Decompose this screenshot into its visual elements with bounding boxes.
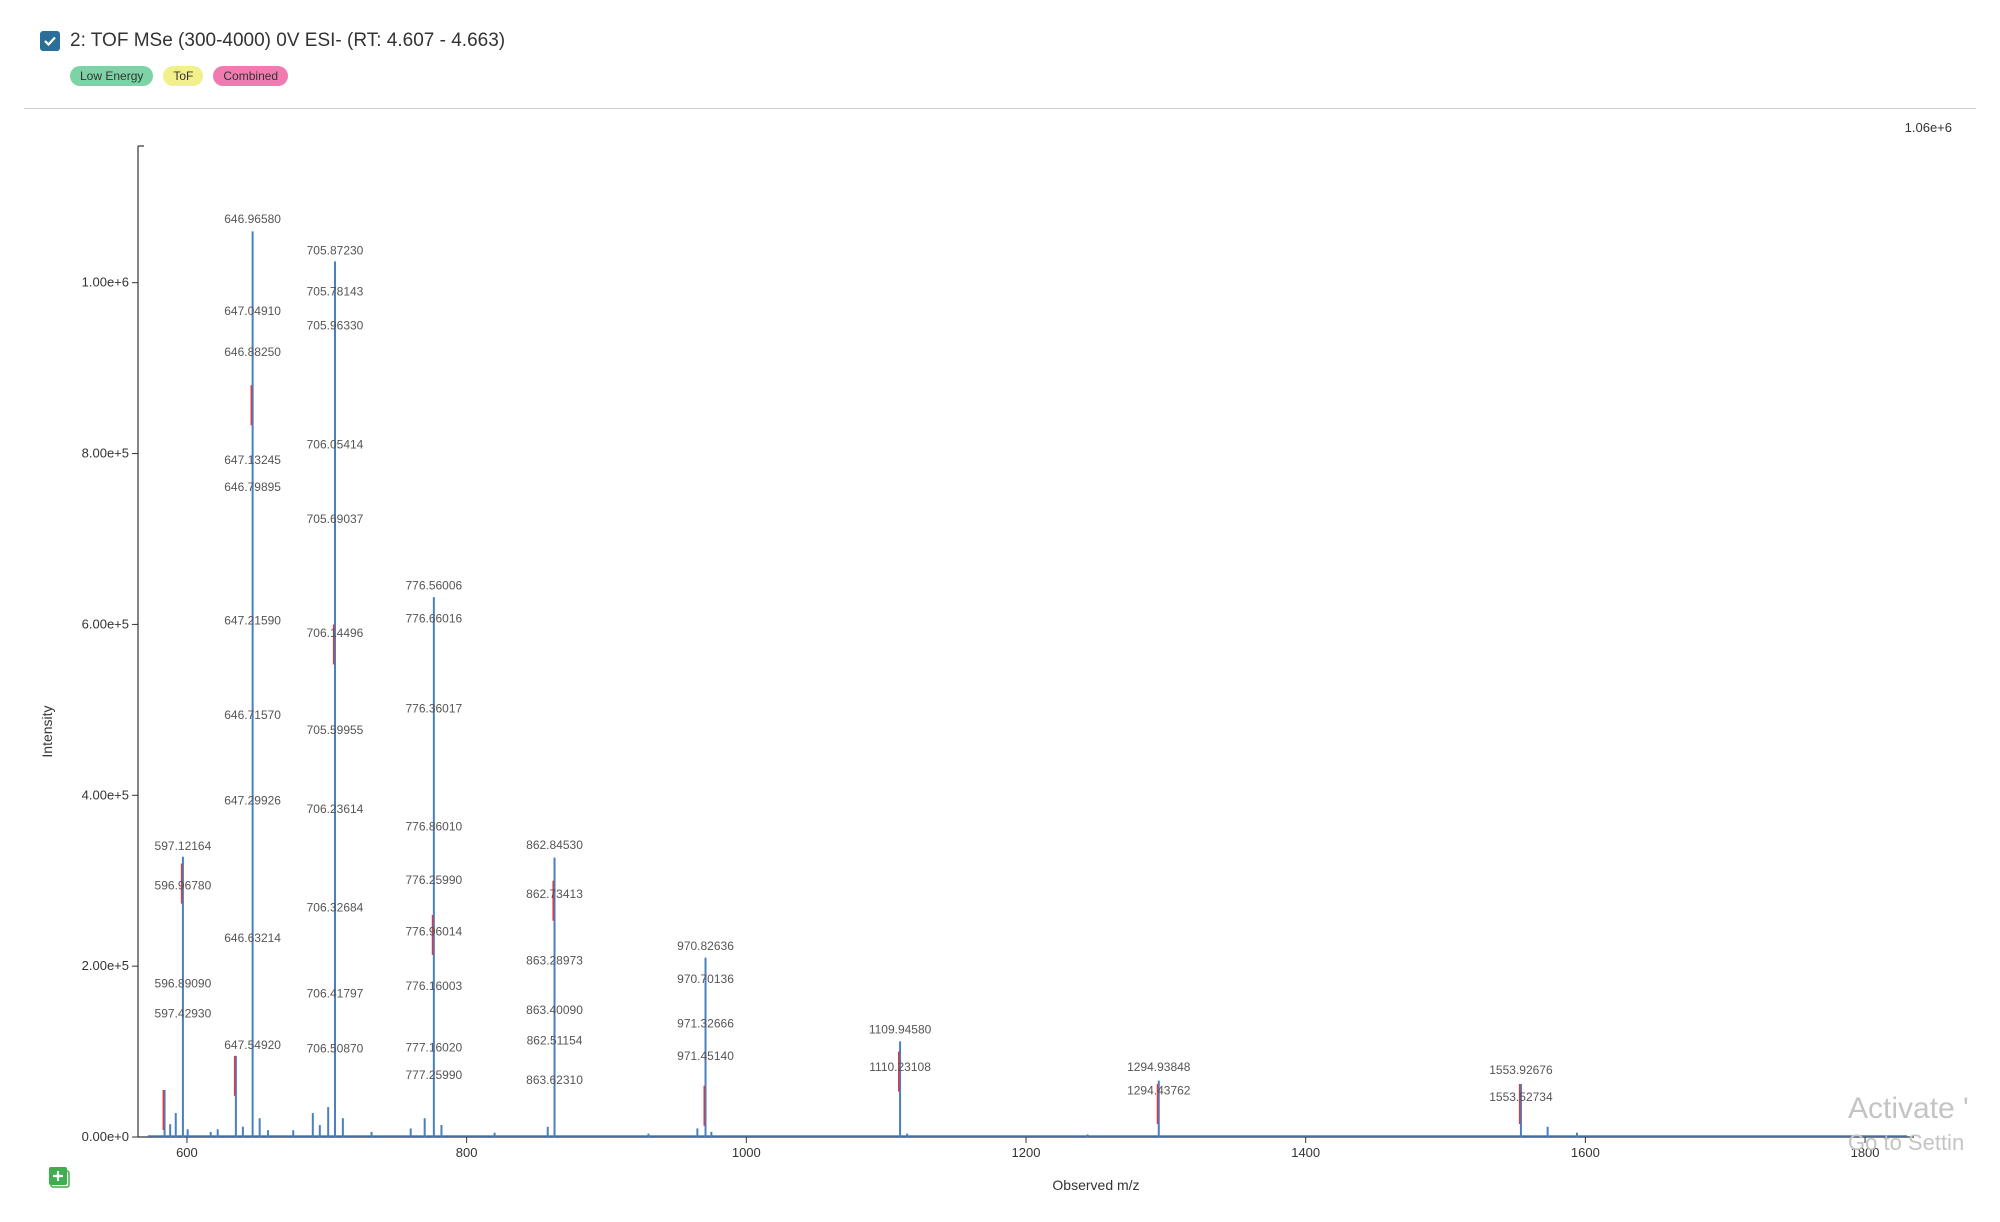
peak-annotation: 646.96580 <box>224 212 281 226</box>
peak-annotation: 863.28973 <box>526 953 583 967</box>
x-tick-label: 1200 <box>1012 1145 1041 1160</box>
peak-annotation: 776.25990 <box>405 873 462 887</box>
badge-low-energy[interactable]: Low Energy <box>70 66 154 86</box>
spectrum-title-row: 2: TOF MSe (300-4000) 0V ESI- (RT: 4.607… <box>40 30 505 52</box>
peak-annotation: 1110.23108 <box>869 1060 931 1074</box>
peak-annotation: 776.66016 <box>405 612 462 626</box>
peak-annotation: 646.63214 <box>224 931 281 945</box>
peak-annotation: 596.96780 <box>155 878 212 892</box>
peak-annotation: 646.71570 <box>224 708 281 722</box>
peak-annotation: 862.73413 <box>526 887 583 901</box>
badge-tof[interactable]: ToF <box>163 66 204 86</box>
peak-annotation: 596.89090 <box>155 976 212 990</box>
peak-annotation: 706.41797 <box>307 987 364 1001</box>
peak-annotation: 776.56006 <box>405 578 462 592</box>
y-tick-label: 8.00e+5 <box>82 446 129 461</box>
peak-annotation: 706.05414 <box>307 437 364 451</box>
peak-annotation: 705.59955 <box>307 723 364 737</box>
peak-annotation: 706.50870 <box>307 1041 364 1055</box>
peak-annotation: 863.62310 <box>526 1073 583 1087</box>
checkbox-checked-icon[interactable] <box>40 31 60 51</box>
x-axis-label: Observed m/z <box>1052 1177 1139 1193</box>
peak-annotation: 862.84530 <box>526 838 583 852</box>
x-tick-label: 1600 <box>1571 1145 1600 1160</box>
badge-combined[interactable]: Combined <box>213 66 289 86</box>
peak-annotation: 647.04910 <box>224 304 281 318</box>
filter-badges: Low Energy ToF Combined <box>70 66 505 86</box>
x-tick-label: 800 <box>456 1145 478 1160</box>
peak-annotation: 776.16003 <box>405 979 462 993</box>
peak-annotation: 777.16020 <box>405 1041 462 1055</box>
peak-annotation: 1294.93848 <box>1127 1060 1191 1074</box>
x-tick-label: 1800 <box>1851 1145 1880 1160</box>
peak-annotation: 970.82636 <box>677 939 734 953</box>
y-tick-label: 0.00e+0 <box>82 1129 129 1144</box>
watermark-line1: Activate ' <box>1848 1092 1969 1125</box>
peak-annotation: 1109.94580 <box>869 1023 932 1037</box>
peak-annotation: 706.23614 <box>307 802 364 816</box>
y-tick-label: 6.00e+5 <box>82 616 129 631</box>
x-tick-label: 1000 <box>732 1145 761 1160</box>
peak-annotation: 970.70136 <box>677 972 734 986</box>
peak-annotation: 647.54920 <box>224 1038 281 1052</box>
peak-annotation: 646.88250 <box>224 345 281 359</box>
peak-annotation: 646.79895 <box>224 480 281 494</box>
y-tick-label: 2.00e+5 <box>82 958 129 973</box>
peak-annotation: 776.86010 <box>405 819 462 833</box>
peak-annotation: 647.29926 <box>224 794 281 808</box>
peak-annotation: 705.87230 <box>307 243 364 257</box>
y-tick-label: 1.00e+6 <box>82 275 129 290</box>
x-tick-label: 1400 <box>1291 1145 1320 1160</box>
peak-annotation: 597.42930 <box>155 1006 212 1020</box>
header-divider <box>24 108 1976 109</box>
peak-annotation: 706.14496 <box>307 626 364 640</box>
peak-annotation: 971.45140 <box>677 1049 734 1063</box>
peak-annotation: 647.21590 <box>224 613 281 627</box>
peak-annotation: 863.40090 <box>526 1003 583 1017</box>
peak-annotation: 705.96330 <box>307 319 364 333</box>
peak-annotation: 647.13245 <box>224 453 281 467</box>
peak-annotation: 777.25990 <box>405 1068 462 1082</box>
peak-annotation: 1294.43762 <box>1127 1083 1191 1097</box>
peak-annotation: 1553.52734 <box>1489 1090 1553 1104</box>
peak-annotation: 705.78143 <box>307 285 364 299</box>
spectrum-header: 2: TOF MSe (300-4000) 0V ESI- (RT: 4.607… <box>40 30 505 86</box>
y-axis-label: Intensity <box>39 705 55 757</box>
peak-annotation: 706.32684 <box>307 900 364 914</box>
watermark-line2: Go to Settin <box>1848 1130 1965 1155</box>
peak-annotation: 862.51154 <box>527 1034 583 1048</box>
peak-annotation: 597.12164 <box>155 839 212 853</box>
peak-annotation: 705.69037 <box>307 512 364 526</box>
peak-annotation: 1553.92676 <box>1489 1063 1553 1077</box>
x-tick-label: 600 <box>176 1145 198 1160</box>
y-tick-label: 4.00e+5 <box>82 787 129 802</box>
add-plot-icon[interactable] <box>48 1166 70 1188</box>
spectrum-title: 2: TOF MSe (300-4000) 0V ESI- (RT: 4.607… <box>70 30 506 51</box>
peak-annotation: 971.32666 <box>677 1017 734 1031</box>
max-intensity-label: 1.06e+6 <box>1905 120 1952 135</box>
peak-annotation: 776.96014 <box>405 924 462 938</box>
peak-annotation: 776.36017 <box>405 701 462 715</box>
